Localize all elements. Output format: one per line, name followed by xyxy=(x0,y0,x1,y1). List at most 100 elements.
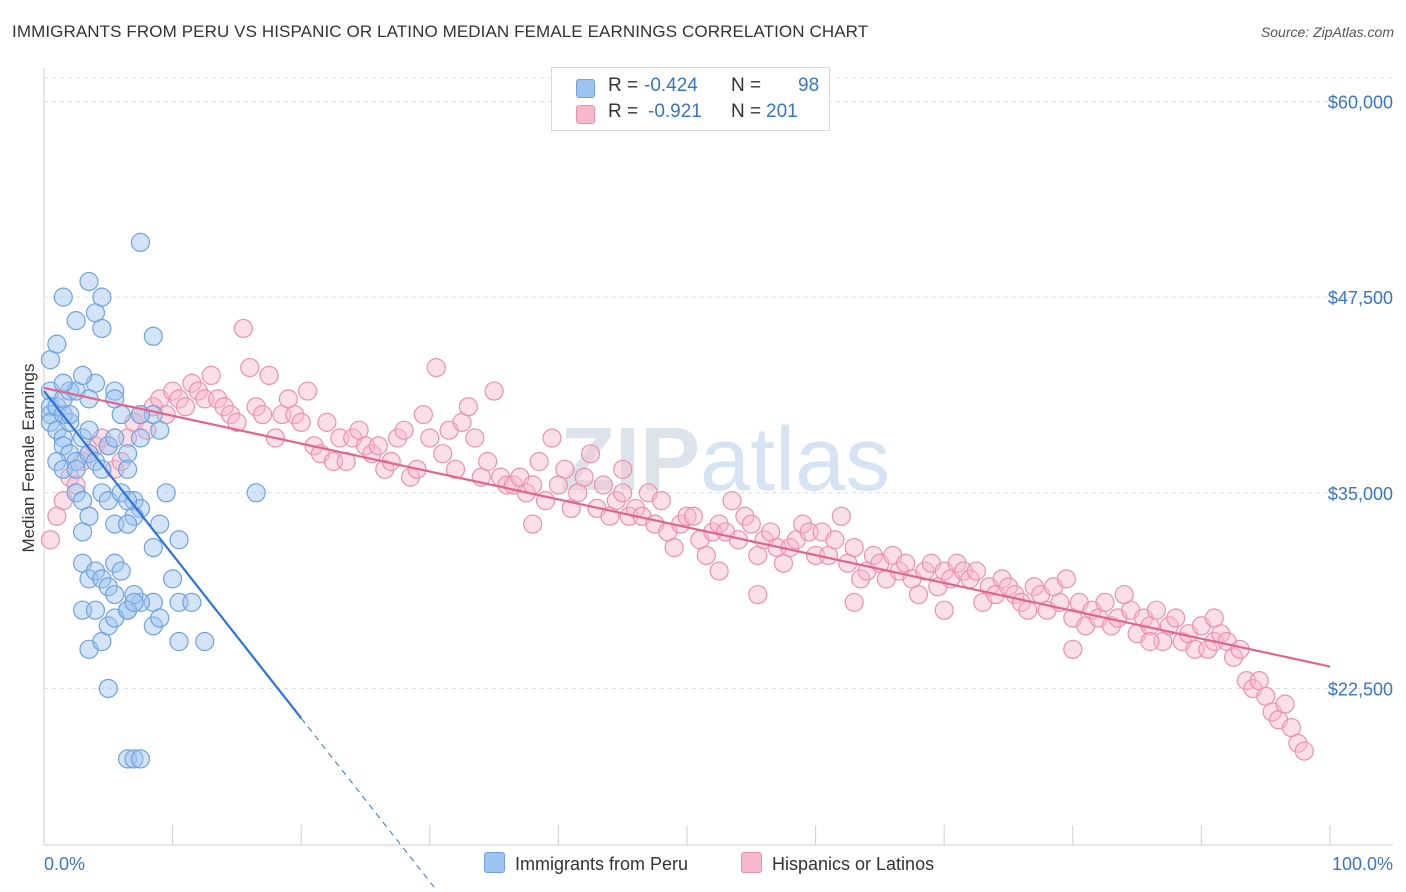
point-hispanics xyxy=(863,545,884,566)
correlation-legend: R = -0.424 N = 98 R = -0.921 N = 201 xyxy=(551,67,830,131)
point-hispanics xyxy=(1063,639,1083,659)
trendline-hispanics xyxy=(43,386,1331,668)
chart-title: IMMIGRANTS FROM PERU VS HISPANIC OR LATI… xyxy=(12,22,869,41)
n-label: N = xyxy=(731,75,762,96)
r-label: R = xyxy=(608,101,639,122)
point-hispanics xyxy=(625,498,646,519)
point-hispanics xyxy=(934,600,954,620)
series-hispanics-points xyxy=(40,318,1314,761)
trendline-peru xyxy=(43,390,303,719)
point-peru xyxy=(66,311,86,331)
point-hispanics xyxy=(1294,741,1314,761)
point-hispanics xyxy=(478,451,498,472)
point-hispanics xyxy=(1018,600,1038,620)
legend-item-hispanics[interactable]: Hispanics or Latinos xyxy=(741,852,934,875)
point-hispanics xyxy=(465,428,485,448)
point-hispanics xyxy=(375,459,395,479)
point-peru xyxy=(117,600,138,620)
trendline-peru-extension xyxy=(300,717,437,891)
point-hispanics xyxy=(1166,608,1186,628)
trend-lines xyxy=(43,386,1331,891)
point-peru xyxy=(98,577,118,597)
point-hispanics xyxy=(851,569,871,589)
point-hispanics xyxy=(696,545,716,566)
point-hispanics xyxy=(606,491,626,511)
legend-label-peru: Immigrants from Peru xyxy=(515,854,689,874)
point-hispanics xyxy=(201,365,221,386)
point-peru xyxy=(92,483,112,503)
point-hispanics xyxy=(259,365,279,386)
point-hispanics xyxy=(580,444,601,464)
point-hispanics xyxy=(388,428,408,448)
point-peru xyxy=(85,451,106,472)
point-hispanics xyxy=(1101,616,1121,636)
point-hispanics xyxy=(992,569,1012,589)
point-peru xyxy=(85,600,106,620)
point-peru xyxy=(117,459,138,479)
y-axis-label: Median Female Earnings xyxy=(19,364,38,553)
point-peru xyxy=(124,592,144,612)
point-peru xyxy=(246,483,266,503)
point-hispanics xyxy=(208,389,228,409)
axes xyxy=(43,68,1393,846)
point-peru xyxy=(79,271,99,292)
point-peru xyxy=(53,373,73,393)
point-peru xyxy=(47,334,67,354)
point-peru xyxy=(98,616,118,636)
point-hispanics xyxy=(368,436,388,456)
point-peru xyxy=(72,365,93,386)
point-hispanics xyxy=(458,397,478,417)
point-peru xyxy=(72,522,93,542)
point-hispanics xyxy=(664,537,684,558)
point-peru xyxy=(53,287,73,307)
point-peru xyxy=(85,561,106,581)
n-label: N = xyxy=(731,101,762,122)
y-tick-label: $47,500 xyxy=(1328,288,1393,308)
point-peru xyxy=(105,584,125,605)
r-label: R = xyxy=(608,75,639,96)
point-hispanics xyxy=(1223,647,1244,667)
point-hispanics xyxy=(298,381,318,401)
point-peru xyxy=(150,420,170,440)
y-tick-label: $35,000 xyxy=(1328,484,1393,504)
point-hispanics xyxy=(555,459,575,479)
point-peru xyxy=(105,381,125,401)
point-hispanics xyxy=(420,428,440,448)
point-peru xyxy=(79,420,99,440)
point-hispanics xyxy=(683,506,704,526)
point-hispanics xyxy=(735,506,755,526)
point-hispanics xyxy=(111,451,131,472)
point-peru xyxy=(66,459,86,479)
legend-swatch-peru xyxy=(484,852,505,873)
point-peru xyxy=(92,569,112,589)
point-hispanics xyxy=(677,506,697,526)
legend-label-hispanics: Hispanics or Latinos xyxy=(772,854,935,874)
point-hispanics xyxy=(542,428,562,448)
point-peru xyxy=(143,326,163,346)
point-peru xyxy=(130,232,151,252)
legend-swatch-peru xyxy=(576,79,595,98)
point-peru xyxy=(117,514,138,534)
r-value-peru: -0.424 xyxy=(644,75,698,96)
point-hispanics xyxy=(844,537,864,558)
point-peru xyxy=(124,749,144,769)
point-hispanics xyxy=(709,561,729,581)
point-hispanics xyxy=(214,397,234,417)
point-hispanics xyxy=(613,483,633,503)
point-hispanics xyxy=(394,420,414,440)
series-peru-points xyxy=(40,232,266,769)
x-axis-max-label: 100.0% xyxy=(1332,854,1393,874)
point-peru xyxy=(130,749,151,769)
point-peru xyxy=(98,436,118,456)
point-hispanics xyxy=(593,475,614,495)
point-hispanics xyxy=(741,514,761,534)
point-peru xyxy=(143,537,163,558)
point-hispanics xyxy=(915,561,935,581)
point-hispanics xyxy=(246,397,266,417)
legend-item-peru[interactable]: Immigrants from Peru xyxy=(484,852,688,875)
point-hispanics xyxy=(529,451,549,472)
point-hispanics xyxy=(445,459,466,479)
point-hispanics xyxy=(523,475,543,495)
point-peru xyxy=(92,459,112,479)
